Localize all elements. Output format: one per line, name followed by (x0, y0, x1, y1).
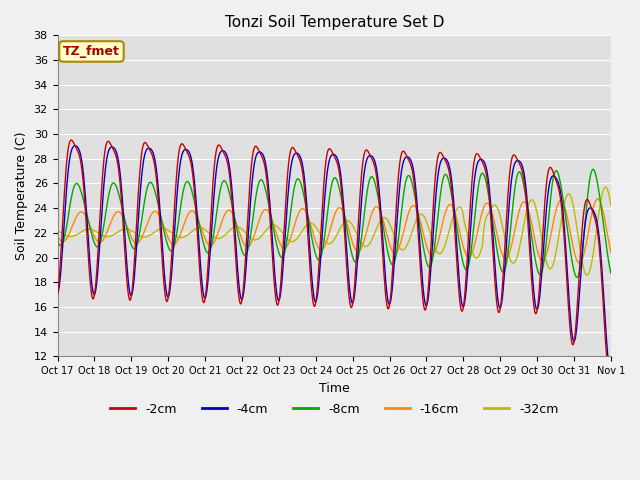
Legend: -2cm, -4cm, -8cm, -16cm, -32cm: -2cm, -4cm, -8cm, -16cm, -32cm (105, 398, 563, 420)
X-axis label: Time: Time (319, 382, 349, 395)
Title: Tonzi Soil Temperature Set D: Tonzi Soil Temperature Set D (225, 15, 444, 30)
Y-axis label: Soil Temperature (C): Soil Temperature (C) (15, 132, 28, 260)
Text: TZ_fmet: TZ_fmet (63, 45, 120, 58)
